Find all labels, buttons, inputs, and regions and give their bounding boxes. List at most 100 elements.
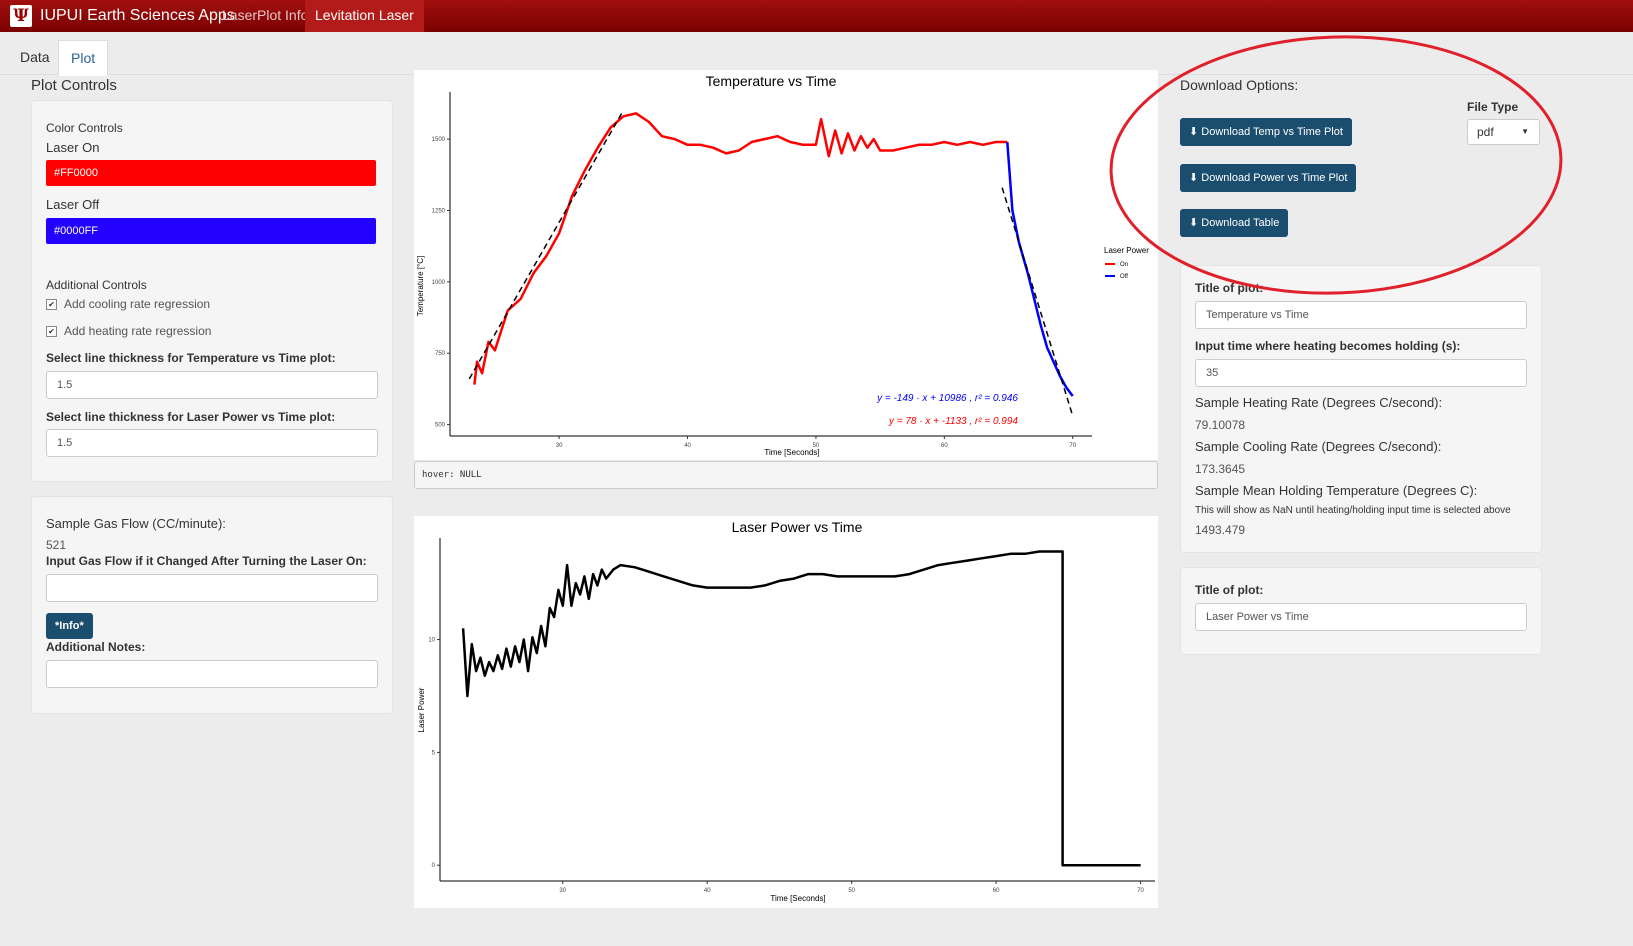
power-plot-options-panel: Title of plot: Laser Power vs Time — [1180, 567, 1542, 655]
cooling-regression-checkbox[interactable]: ✔ Add cooling rate regression — [46, 297, 210, 311]
temp-thickness-label: Select line thickness for Temperature vs… — [46, 351, 336, 365]
laser-on-label: Laser On — [46, 140, 100, 155]
notes-input[interactable] — [46, 660, 378, 688]
x-axis-label: Time [Seconds] — [764, 448, 819, 457]
heating-regression-label: Add heating rate regression — [64, 324, 212, 338]
y-axis-label: Laser Power — [417, 687, 426, 732]
gas-flow-value: 521 — [46, 538, 67, 552]
gas-flow-input[interactable] — [46, 574, 378, 602]
caret-down-icon: ▼ — [1521, 127, 1529, 136]
chart-title: Laser Power vs Time — [732, 519, 863, 535]
gas-flow-heading: Sample Gas Flow (CC/minute): — [46, 516, 226, 531]
x-tick-label: 50 — [848, 888, 855, 894]
download-power-plot-button[interactable]: ⬇ Download Power vs Time Plot — [1180, 164, 1357, 192]
laser-off-label: Laser Off — [46, 197, 100, 212]
power-title-input[interactable]: Laser Power vs Time — [1195, 603, 1527, 631]
temperature-plot-options-panel: Title of plot: Temperature vs Time Input… — [1180, 265, 1542, 553]
x-tick-label: 60 — [941, 443, 948, 449]
holding-time-label: Input time where heating becomes holding… — [1195, 339, 1461, 353]
navbar: Ψ IUPUI Earth Sciences Apps LaserPlot In… — [0, 0, 1633, 32]
power-title-label: Title of plot: — [1195, 583, 1264, 597]
mean-holding-value: 1493.479 — [1195, 523, 1246, 537]
gas-flow-panel: Sample Gas Flow (CC/minute): 521 Input G… — [31, 496, 393, 714]
highlight-ellipse — [1109, 35, 1563, 295]
download-icon: ⬇ — [1189, 217, 1202, 229]
y-tick-label: 10 — [428, 638, 435, 644]
y-tick-label: 0 — [432, 863, 436, 869]
download-icon: ⬇ — [1189, 126, 1202, 138]
x-tick-label: 40 — [684, 443, 691, 449]
heating-regression-line — [468, 110, 624, 380]
heating-regression-equation: y = 78 · x + -1133 , r² = 0.994 — [888, 416, 1018, 427]
legend-title: Laser Power — [1104, 246, 1149, 255]
download-table-button[interactable]: ⬇ Download Table — [1180, 209, 1289, 237]
laser-on-color-input[interactable]: #FF0000 — [46, 160, 376, 186]
additional-controls-heading: Additional Controls — [46, 278, 147, 292]
mean-holding-label: Sample Mean Holding Temperature (Degrees… — [1195, 483, 1478, 498]
brand[interactable]: Ψ IUPUI Earth Sciences Apps — [10, 3, 235, 29]
download-icon: ⬇ — [1189, 172, 1202, 184]
x-axis-label: Time [Seconds] — [770, 894, 825, 903]
cooling-regression-line — [1001, 187, 1074, 417]
x-tick-label: 70 — [1137, 888, 1144, 894]
temp-title-input[interactable]: Temperature vs Time — [1195, 301, 1527, 329]
nav-laserplot-info[interactable]: LaserPlot Info — [222, 7, 309, 23]
checkbox-checked-icon: ✔ — [46, 325, 57, 337]
mean-holding-note: This will show as NaN until heating/hold… — [1195, 505, 1511, 516]
y-tick-label: 1250 — [432, 208, 446, 214]
color-controls-panel: Color Controls Laser On #FF0000 Laser Of… — [31, 100, 393, 482]
y-tick-label: 750 — [435, 351, 446, 357]
notes-label: Additional Notes: — [46, 640, 146, 654]
series-line-on — [473, 112, 1008, 385]
laser-off-color-input[interactable]: #0000FF — [46, 218, 376, 244]
x-tick-label: 40 — [704, 888, 711, 894]
brand-title: IUPUI Earth Sciences Apps — [40, 7, 235, 24]
color-controls-heading: Color Controls — [46, 121, 123, 135]
temperature-vs-time-chart[interactable]: Temperature vs Time 30 40 50 60 70 500 750 1000… — [414, 70, 1158, 460]
power-plot-panel[interactable]: Laser Power vs Time 30 40 50 60 70 0 5 10 Time … — [414, 516, 1158, 908]
x-tick-label: 30 — [559, 888, 566, 894]
power-thickness-input[interactable]: 1.5 — [46, 429, 378, 457]
y-tick-label: 5 — [432, 750, 436, 756]
power-thickness-label: Select line thickness for Laser Power vs… — [46, 410, 336, 424]
legend-label-on: On — [1120, 262, 1128, 268]
y-tick-label: 1000 — [432, 280, 446, 286]
x-tick-label: 50 — [813, 443, 820, 449]
highlight-ellipse-stroke — [1109, 35, 1563, 295]
checkbox-checked-icon: ✔ — [46, 298, 57, 310]
file-type-select[interactable]: pdf ▼ — [1467, 119, 1540, 145]
legend: Laser Power On Off — [1104, 246, 1149, 280]
y-tick-label: 500 — [435, 423, 446, 429]
download-temp-plot-button[interactable]: ⬇ Download Temp vs Time Plot — [1180, 118, 1352, 146]
nav-levitation-laser[interactable]: Levitation Laser — [305, 0, 424, 32]
heating-rate-value: 79.10078 — [1195, 418, 1246, 432]
series-line-0 — [461, 550, 1141, 867]
heating-rate-label: Sample Heating Rate (Degrees C/second): — [1195, 395, 1443, 410]
heating-regression-checkbox[interactable]: ✔ Add heating rate regression — [46, 324, 211, 338]
cooling-rate-value: 173.3645 — [1195, 462, 1246, 476]
chart-title: Temperature vs Time — [706, 73, 837, 89]
cooling-rate-label: Sample Cooling Rate (Degrees C/second): — [1195, 439, 1442, 454]
series-line-off — [1006, 141, 1074, 397]
x-tick-label: 70 — [1069, 443, 1076, 449]
plot-controls-title: Plot Controls — [31, 77, 117, 94]
file-type-label: File Type — [1467, 100, 1519, 114]
temperature-plot-panel[interactable]: Temperature vs Time 30 40 50 60 70 500 750 1000… — [414, 70, 1158, 460]
hover-output: hover: NULL — [414, 461, 1158, 489]
download-options-title: Download Options: — [1180, 77, 1299, 93]
x-tick-label: 30 — [556, 443, 563, 449]
cooling-regression-equation: y = -149 · x + 10986 , r² = 0.946 — [876, 393, 1018, 404]
y-axis-label: Temperature [°C] — [416, 256, 425, 317]
tab-plot[interactable]: Plot — [58, 40, 109, 76]
info-button[interactable]: *Info* — [46, 613, 93, 639]
gas-flow-input-label: Input Gas Flow if it Changed After Turni… — [46, 554, 367, 568]
legend-label-off: Off — [1120, 274, 1128, 280]
y-tick-label: 1500 — [432, 137, 446, 143]
laser-power-vs-time-chart[interactable]: Laser Power vs Time 30 40 50 60 70 0 5 10 Time … — [414, 516, 1158, 908]
x-tick-label: 60 — [993, 888, 1000, 894]
tab-data[interactable]: Data — [20, 49, 50, 65]
holding-time-input[interactable]: 35 — [1195, 359, 1527, 387]
temp-thickness-input[interactable]: 1.5 — [46, 371, 378, 399]
file-type-value: pdf — [1477, 125, 1494, 139]
iu-trident-logo: Ψ — [10, 5, 32, 27]
